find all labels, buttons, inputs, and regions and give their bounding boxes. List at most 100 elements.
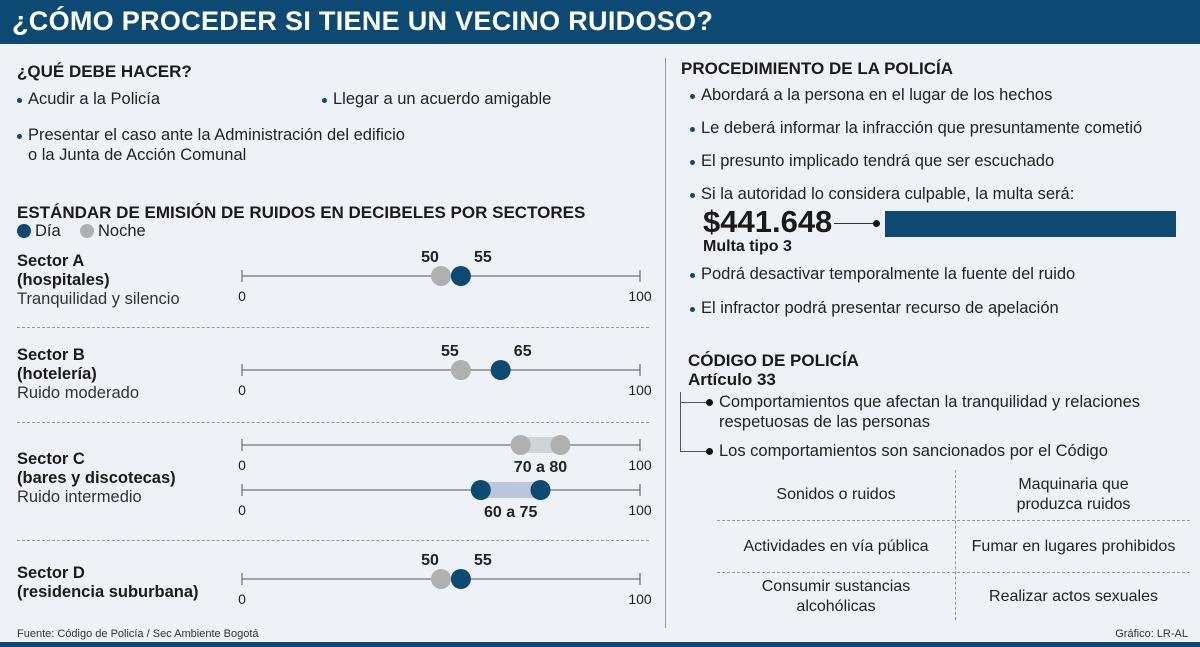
footer-source: Fuente: Código de Policía / Sec Ambiente…	[17, 628, 259, 640]
sector-d-day-label: 55	[474, 552, 492, 569]
sector-d-tick-label-max: 100	[628, 591, 652, 607]
sector-c-row2-tick-label-max: 100	[628, 502, 652, 518]
codigo-tree-branch	[680, 451, 706, 452]
sector-d-day-point	[450, 569, 471, 589]
grid-hdivider	[717, 520, 1190, 521]
codigo-bullet	[706, 399, 713, 406]
legend-night-label: Noche	[98, 222, 146, 240]
sector-c-name-line2: (bares y discotecas)	[17, 469, 176, 487]
sector-d-name-line2: (residencia suburbana)	[17, 583, 199, 601]
grid-hdivider	[717, 572, 1190, 573]
legend-day-label: Día	[35, 222, 61, 240]
legend-night-dot	[80, 224, 94, 238]
codigo-tree-line	[680, 392, 681, 452]
codigo-bullet	[706, 448, 713, 455]
sector-d-name-line1: Sector D	[17, 564, 85, 582]
sector-a-name: Sector A (hospitales)	[17, 252, 110, 290]
sector-d-night-point	[431, 569, 451, 589]
column-divider	[665, 58, 666, 628]
grid-cell-line: Maquinaria que	[1018, 476, 1129, 493]
sector-divider	[17, 327, 649, 328]
codigo-item1-line2: respetuosas de las personas	[719, 413, 930, 431]
que-hacer-item: Acudir a la Policía	[17, 90, 160, 109]
sector-d-night-label: 50	[421, 552, 439, 569]
policia-item: Si la autoridad lo considera culpable, l…	[690, 185, 1074, 204]
page-title: ¿CÓMO PROCEDER SI TIENE UN VECINO RUIDOS…	[12, 6, 714, 36]
codigo-item1-line1: Comportamientos que afectan la tranquili…	[719, 393, 1140, 411]
sector-c-row2-range-band	[480, 482, 541, 498]
sector-b-tick-label-max: 100	[628, 382, 652, 398]
que-hacer-heading: ¿QUÉ DEBE HACER?	[17, 62, 192, 81]
sector-a-name-line1: Sector A	[17, 252, 85, 270]
sector-c-row1-tick-label-min: 0	[238, 457, 246, 473]
chart-heading: ESTÁNDAR DE EMISIÓN DE RUIDOS EN DECIBEL…	[17, 203, 586, 222]
footer-credit: Gráfico: LR-AL	[1115, 628, 1188, 640]
sector-d-name: Sector D (residencia suburbana)	[17, 564, 199, 602]
grid-cell: Actividades en vía pública	[743, 538, 929, 555]
bottom-bar	[0, 642, 1200, 647]
grid-cell-line: alcohólicas	[796, 598, 876, 615]
grid-cell: Realizar actos sexuales	[989, 588, 1158, 605]
sector-c-row2-tick-label-min: 0	[238, 502, 246, 518]
decibel-chart: 0 100 50 55 0 100 55 65 0 100 70 a 80 0 100 60 a 75 0 1…	[238, 249, 652, 607]
header-bar: ¿CÓMO PROCEDER SI TIENE UN VECINO RUIDOS…	[0, 0, 1200, 44]
sector-b-night-label: 55	[441, 343, 459, 360]
sector-a-desc: Tranquilidad y silencio	[17, 290, 180, 308]
sector-c-name: Sector C (bares y discotecas)	[17, 450, 176, 488]
sector-c-row1-range-start	[510, 435, 531, 455]
fine-amount: $441.648	[703, 204, 833, 239]
que-hacer-item: Presentar el caso ante la Administración…	[17, 126, 405, 145]
codigo-article: Artículo 33	[688, 370, 776, 389]
sector-b-name-line2: (hotelería)	[17, 365, 97, 383]
sector-c-row2-range-label: 60 a 75	[484, 504, 537, 521]
sector-b-desc: Ruido moderado	[17, 384, 139, 402]
sector-c-desc: Ruido intermedio	[17, 488, 142, 506]
sector-b-name-line1: Sector B	[17, 346, 85, 364]
grid-cell: Consumir sustancias alcohólicas	[717, 577, 955, 617]
fine-bar	[885, 211, 1176, 237]
que-hacer-item-continuation: o la Junta de Acción Comunal	[28, 146, 247, 164]
sector-c-row1-range-band	[520, 437, 561, 453]
codigo-tree-branch	[680, 402, 706, 403]
sector-divider	[17, 422, 649, 423]
sector-a-tick-label-max: 100	[628, 288, 652, 304]
fine-connector-dot	[873, 220, 880, 227]
sector-b-tick-label-min: 0	[238, 382, 246, 398]
sector-b-day-label: 65	[514, 343, 532, 360]
sector-c-row2-range-end	[530, 480, 551, 500]
fine-connector-line	[834, 223, 874, 224]
policia-item: El presunto implicado tendrá que ser esc…	[690, 152, 1054, 171]
que-hacer-item: Llegar a un acuerdo amigable	[322, 90, 551, 109]
sector-divider	[17, 540, 649, 541]
policia-heading: PROCEDIMIENTO DE LA POLICÍA	[681, 59, 954, 78]
policia-item: El infractor podrá presentar recurso de …	[690, 299, 1059, 318]
sector-a-day-point	[450, 266, 471, 286]
grid-cell: Sonidos o ruidos	[776, 486, 896, 503]
sector-d-tick-label-min: 0	[238, 591, 246, 607]
sector-a-name-line2: (hospitales)	[17, 271, 110, 289]
policia-item: Podrá desactivar temporalmente la fuente…	[690, 265, 1075, 284]
sector-c-row1-range-end	[550, 435, 571, 455]
sector-c-row2-range-start	[470, 480, 491, 500]
fine-type: Multa tipo 3	[703, 238, 792, 255]
sector-c-name-line1: Sector C	[17, 450, 85, 468]
sector-b-day-point	[490, 360, 511, 380]
sector-c-row1-tick-label-max: 100	[628, 457, 652, 473]
sector-a-night-label: 50	[421, 249, 439, 266]
grid-cell: Fumar en lugares prohibidos	[971, 538, 1176, 555]
sector-a-tick-label-min: 0	[238, 288, 246, 304]
codigo-item2: Los comportamientos son sancionados por …	[719, 442, 1108, 460]
codigo-heading: CÓDIGO DE POLICÍA	[688, 351, 859, 370]
sector-c-row1-range-label: 70 a 80	[514, 459, 567, 476]
policia-item: Le deberá informar la infracción que pre…	[690, 119, 1142, 138]
sector-b-night-point	[450, 360, 471, 380]
grid-cell: Maquinaria que produzca ruidos	[957, 475, 1190, 515]
sector-a-night-point	[431, 266, 451, 286]
legend-day-dot	[17, 224, 31, 238]
grid-vdivider	[955, 470, 956, 620]
policia-item: Abordará a la persona en el lugar de los…	[690, 86, 1052, 105]
sector-a-day-label: 55	[474, 249, 492, 266]
sector-b-name: Sector B (hotelería)	[17, 346, 97, 384]
grid-cell-line: produzca ruidos	[1016, 496, 1131, 513]
grid-cell-line: Consumir sustancias	[761, 578, 911, 595]
